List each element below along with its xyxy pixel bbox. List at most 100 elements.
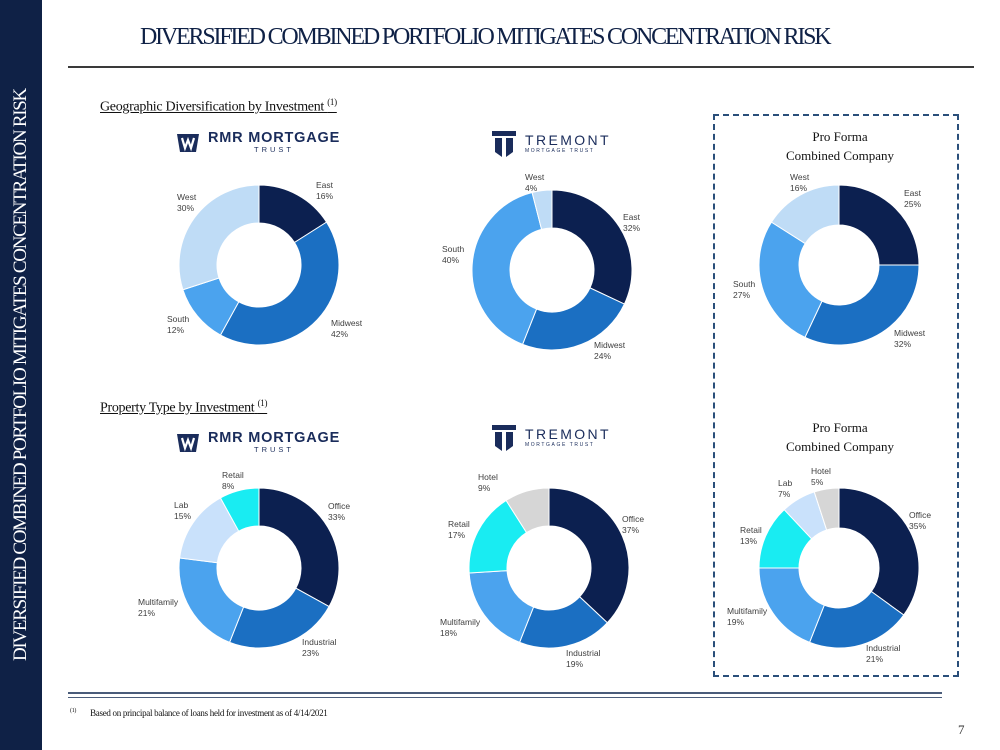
slice-south — [471, 191, 543, 346]
category-label: Office — [622, 514, 644, 524]
category-label: Multifamily — [727, 606, 768, 616]
slice-hotel — [505, 487, 550, 534]
tremont-logo-name: TREMONT — [525, 426, 612, 442]
slice-label-east: East 16% — [316, 180, 334, 201]
slice-label-multifamily: Multifamily 18% — [440, 617, 481, 638]
value-label: 21% — [138, 608, 155, 618]
slice-label-lab: Lab 15% — [174, 500, 191, 521]
slice-east — [838, 184, 920, 266]
tremont-logo-geo: TREMONT MORTGAGE TRUST — [491, 130, 611, 158]
value-label: 40% — [442, 255, 459, 265]
prop-footnote-marker: (1) — [257, 398, 268, 408]
slice-midwest — [521, 287, 626, 351]
slice-office — [258, 487, 340, 608]
slice-multifamily — [178, 557, 245, 644]
value-label: 19% — [566, 659, 583, 669]
rmr-prop-donut: Office 33% Industrial 23% Multifamily 21% Lab 1… — [138, 470, 350, 658]
tremont-geo-donut: East 32% Midwest 24% South 40% West 4% — [442, 172, 641, 361]
page-title: DIVERSIFIED COMBINED PORTFOLIO MITIGATES… — [140, 24, 832, 50]
category-label: Midwest — [894, 328, 926, 338]
category-label: Office — [328, 501, 350, 511]
value-label: 9% — [478, 483, 491, 493]
tremont-logo-prop: TREMONT MORTGAGE TRUST — [491, 424, 611, 452]
value-label: 33% — [328, 512, 345, 522]
proforma-geo-donut: East 25% Midwest 32% South 27% West 16% — [733, 172, 926, 349]
category-label: Industrial — [566, 648, 601, 658]
category-label: Industrial — [866, 643, 901, 653]
slice-multifamily — [468, 570, 535, 644]
value-label: 35% — [909, 521, 926, 531]
value-label: 13% — [740, 536, 757, 546]
slice-midwest — [804, 264, 920, 346]
page-number: 7 — [958, 722, 965, 737]
slice-label-midwest: Midwest 42% — [331, 318, 363, 339]
footer-divider — [68, 692, 942, 694]
category-label: Industrial — [302, 637, 337, 647]
slice-label-retail: Retail 17% — [448, 519, 470, 540]
rmr-logo-prop: RMR MORTGAGE TRUST — [176, 431, 340, 455]
slice-label-south: South 40% — [442, 244, 464, 265]
value-label: 5% — [811, 477, 824, 487]
slice-west — [770, 184, 840, 245]
value-label: 27% — [733, 290, 750, 300]
category-label: Retail — [448, 519, 470, 529]
value-label: 42% — [331, 329, 348, 339]
category-label: Multifamily — [440, 617, 481, 627]
proforma-line2: Combined Company — [786, 148, 894, 163]
proforma-label-prop: Pro Forma Combined Company — [760, 418, 920, 456]
value-label: 19% — [727, 617, 744, 627]
footnote-marker: (1) — [70, 708, 77, 714]
value-label: 12% — [167, 325, 184, 335]
slice-label-south: South 12% — [167, 314, 189, 335]
proforma-line1: Pro Forma — [812, 129, 868, 144]
category-label: Multifamily — [138, 597, 179, 607]
sidebar-banner: DIVERSIFIED COMBINED PORTFOLIO MITIGATES… — [0, 0, 42, 750]
value-label: 4% — [525, 183, 538, 193]
slice-label-south: South 27% — [733, 279, 755, 300]
slice-label-east: East 25% — [904, 188, 922, 209]
category-label: South — [167, 314, 189, 324]
rmr-logo-sub: TRUST — [254, 445, 295, 454]
slice-label-west: West 30% — [177, 192, 197, 213]
category-label: South — [442, 244, 464, 254]
value-label: 8% — [222, 481, 235, 491]
category-label: South — [733, 279, 755, 289]
slice-office — [548, 487, 630, 624]
value-label: 32% — [894, 339, 911, 349]
slice-hotel — [813, 487, 840, 531]
tremont-logo-icon — [492, 425, 516, 451]
tremont-logo-sub: MORTGAGE TRUST — [525, 442, 595, 448]
slice-label-midwest: Midwest 24% — [594, 340, 626, 361]
slice-label-lab: Lab 7% — [778, 478, 792, 499]
slice-label-industrial: Industrial 19% — [566, 648, 601, 669]
slice-midwest — [219, 221, 340, 346]
slice-label-office: Office 35% — [909, 510, 931, 531]
slice-label-east: East 32% — [623, 212, 641, 233]
category-label: West — [790, 172, 810, 182]
footer-divider-thin — [68, 697, 942, 698]
prop-heading-text: Property Type by Investment — [100, 400, 255, 416]
value-label: 7% — [778, 489, 791, 499]
title-divider — [68, 66, 974, 68]
geo-footnote-marker: (1) — [327, 97, 337, 107]
slice-label-office: Office 37% — [622, 514, 644, 535]
category-label: Retail — [740, 525, 762, 535]
footnote: (1) Based on principal balance of loans h… — [70, 708, 328, 718]
rmr-logo-icon — [177, 134, 199, 152]
tremont-logo-sub: MORTGAGE TRUST — [525, 148, 595, 154]
value-label: 18% — [440, 628, 457, 638]
value-label: 32% — [623, 223, 640, 233]
tremont-logo-name: TREMONT — [525, 132, 612, 148]
geo-heading-text: Geographic Diversification by Investment — [100, 99, 324, 115]
rmr-logo-sub: TRUST — [254, 145, 295, 154]
slice-label-west: West 16% — [790, 172, 810, 193]
footnote-text: Based on principal balance of loans held… — [90, 708, 328, 718]
value-label: 15% — [174, 511, 191, 521]
slice-south — [758, 221, 823, 339]
category-label: Lab — [778, 478, 792, 488]
value-label: 16% — [316, 191, 333, 201]
rmr-logo-icon — [177, 434, 199, 452]
slice-label-hotel: Hotel 5% — [811, 466, 831, 487]
category-label: Lab — [174, 500, 188, 510]
